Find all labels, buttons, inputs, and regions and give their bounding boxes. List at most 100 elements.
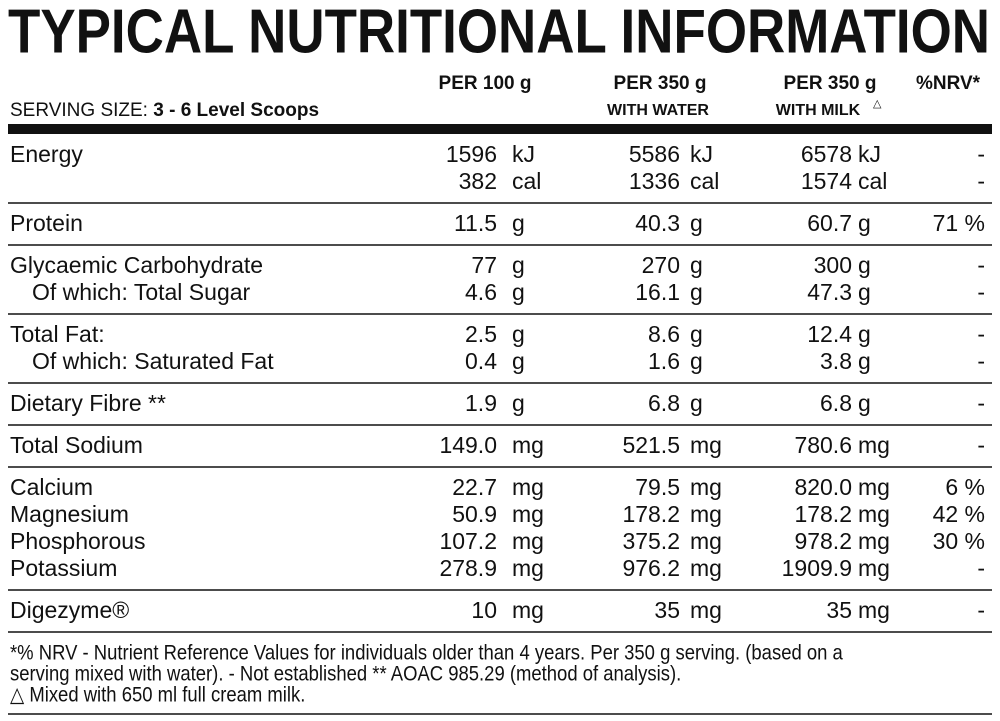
value: 12.4 [807,321,852,347]
value: 35 [826,597,852,623]
value: 79.5 [635,474,680,500]
nrv: 30 % [933,528,985,554]
unit: kJ [858,141,881,167]
unit: mg [690,432,722,458]
value: 1574 [801,168,852,194]
header-rule [8,124,992,134]
unit: g [512,279,525,305]
row-label: Potassium [10,555,117,581]
row-label: Total Fat: [10,321,105,347]
row-label: Energy [10,141,83,167]
value: 978.2 [794,528,852,554]
unit: cal [690,168,719,194]
value: 0.4 [465,348,497,374]
nrv: - [977,348,985,374]
unit: mg [690,528,722,554]
column-title: PER 350 g [614,73,707,94]
unit: g [690,252,703,278]
value: 11.5 [454,210,497,236]
value: 60.7 [807,210,852,236]
footnote: serving mixed with water). - Not establi… [10,662,681,685]
value: 1.6 [648,348,680,374]
value: 50.9 [452,501,497,527]
unit: g [858,279,871,305]
value: 1596 [446,141,497,167]
value: 178.2 [794,501,852,527]
row-label: Protein [10,210,83,236]
row-label: Glycaemic Carbohydrate [10,252,263,278]
value: 47.3 [807,279,852,305]
value: 1336 [629,168,680,194]
unit: mg [858,555,890,581]
unit: g [690,321,703,347]
column-mark: △ [873,98,882,110]
nrv: - [977,555,985,581]
nrv: - [977,279,985,305]
value: 149.0 [439,432,497,458]
unit: kJ [512,141,535,167]
column-title: PER 100 g [439,73,532,94]
footnotes: *% NRV - Nutrient Reference Values for i… [10,641,843,706]
row-label: Digezyme® [10,597,129,623]
unit: kJ [690,141,713,167]
nrv: - [977,168,985,194]
value: 2.5 [465,321,497,347]
value: 6.8 [648,390,680,416]
unit: g [690,210,703,236]
unit: mg [512,501,544,527]
unit: g [512,252,525,278]
value: 1.9 [465,390,497,416]
serving-label: SERVING SIZE: 3 - 6 Level Scoops [10,100,319,121]
row-label: Phosphorous [10,528,146,554]
nrv: - [977,390,985,416]
unit: g [512,390,525,416]
nrv: - [977,252,985,278]
footnote: *% NRV - Nutrient Reference Values for i… [10,641,843,664]
unit: mg [690,474,722,500]
unit: mg [512,474,544,500]
value: 178.2 [622,501,680,527]
value: 382 [459,168,497,194]
value: 300 [814,252,852,278]
unit: mg [690,597,722,623]
value: 6578 [801,141,852,167]
column-subtitle: WITH WATER [607,102,709,119]
nrv: 71 % [933,210,985,236]
unit: mg [690,501,722,527]
value: 8.6 [648,321,680,347]
unit: mg [858,597,890,623]
unit: mg [512,597,544,623]
unit: g [858,210,871,236]
unit: mg [858,528,890,554]
unit: g [690,390,703,416]
value: 278.9 [439,555,497,581]
unit: g [858,321,871,347]
value: 40.3 [635,210,680,236]
value: 16.1 [635,279,680,305]
unit: mg [690,555,722,581]
row-label: Magnesium [10,501,129,527]
row-label: Total Sodium [10,432,143,458]
unit: cal [858,168,887,194]
unit: g [690,348,703,374]
column-title: PER 350 g [784,73,877,94]
value: 521.5 [622,432,680,458]
value: 3.8 [820,348,852,374]
unit: mg [512,432,544,458]
unit: g [512,321,525,347]
row-label: Calcium [10,474,93,500]
footnote: △ Mixed with 650 ml full cream milk. [10,683,305,706]
nrv: - [977,597,985,623]
unit: mg [512,528,544,554]
serving-label-text: SERVING SIZE: [10,100,148,121]
value: 35 [654,597,680,623]
row-label: Dietary Fibre ** [10,390,166,416]
value: 270 [642,252,680,278]
value: 22.7 [452,474,497,500]
value: 4.6 [465,279,497,305]
unit: g [858,348,871,374]
unit: mg [858,432,890,458]
unit: mg [858,501,890,527]
unit: mg [858,474,890,500]
